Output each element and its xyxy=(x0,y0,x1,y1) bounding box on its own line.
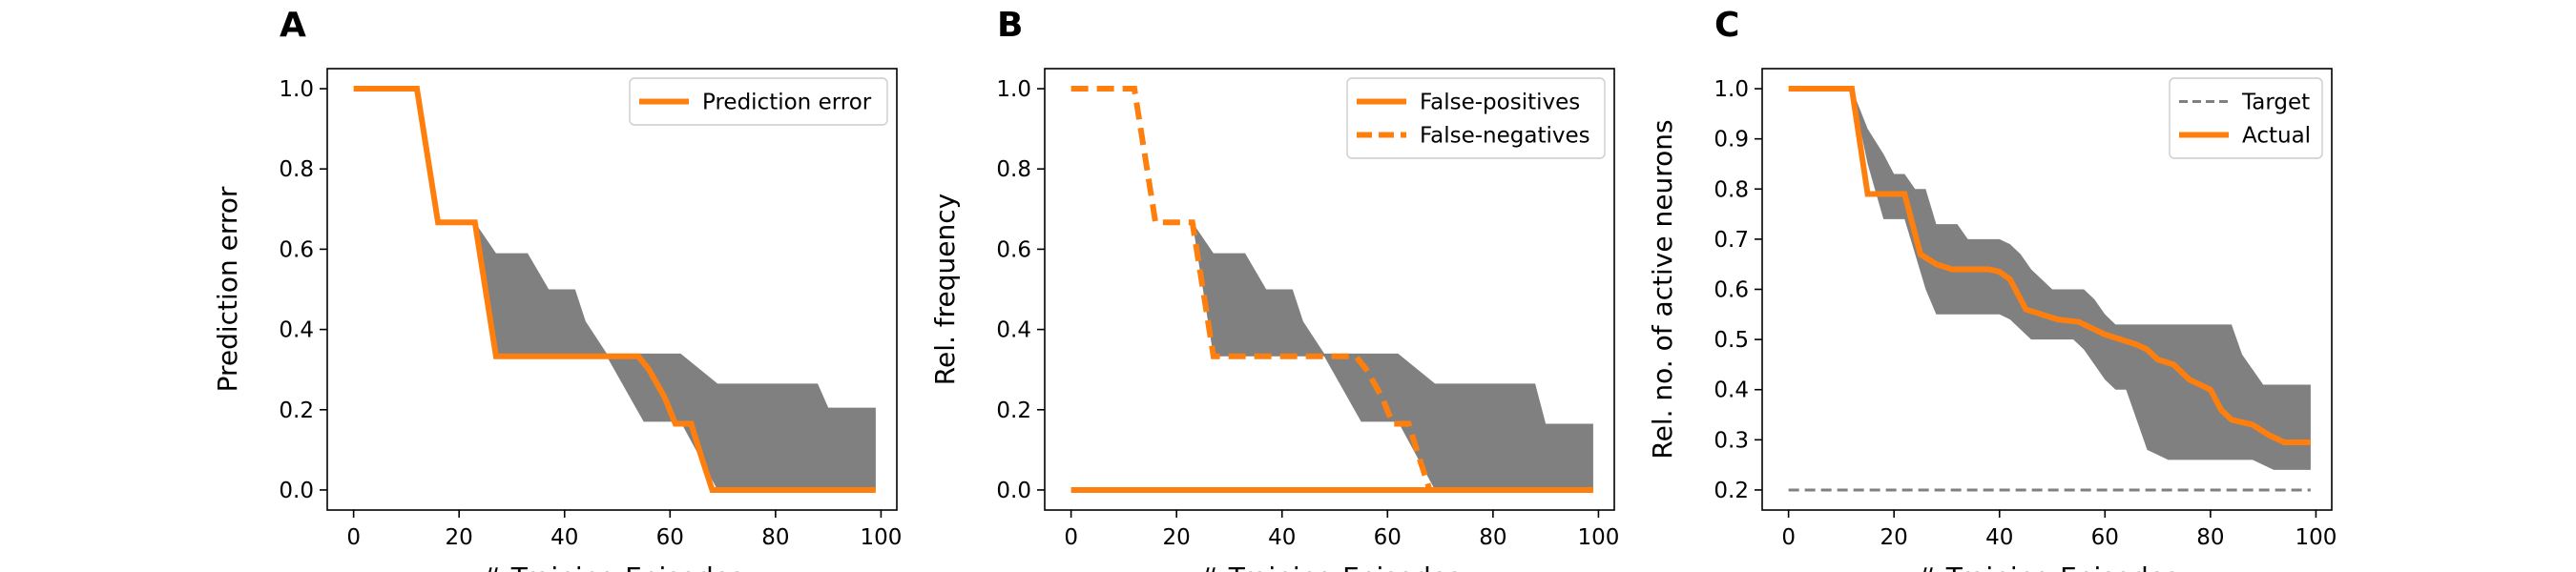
legend-box xyxy=(629,77,888,126)
plot-area xyxy=(353,86,876,493)
y-axis-label: Rel. no. of active neurons xyxy=(1647,119,1678,459)
x-tick-label: 100 xyxy=(860,525,902,550)
legend-entry-label: Target xyxy=(2241,91,2310,115)
x-tick-label: 0 xyxy=(1781,525,1796,550)
x-tick-label: 20 xyxy=(446,525,473,550)
series-line-actual xyxy=(1788,86,2311,445)
x-tick-label: 60 xyxy=(2091,525,2119,550)
panel-letter: B xyxy=(997,6,1023,45)
y-tick-label: 0.0 xyxy=(996,479,1031,503)
legend-entry-label: Prediction error xyxy=(702,91,872,115)
axes-frame xyxy=(1044,68,1615,511)
plot-area xyxy=(1070,86,1593,493)
series-line-prediction-error xyxy=(353,86,876,493)
x-tick-label: 80 xyxy=(1479,525,1506,550)
x-tick-label: 80 xyxy=(2196,525,2224,550)
panel-b: B 0 20 40 60 80 100 0.0 0.2 0.4 0.6 0.8 1.0 # Trainin… xyxy=(929,6,1619,572)
panel-c: C 0 20 40 60 80 100 0.2 0.3 0.4 0.5 0.6 0.7 0.8 0.9 1.0… xyxy=(1647,6,2337,572)
y-tick-label: 0.8 xyxy=(279,157,314,182)
x-tick-label: 20 xyxy=(1163,525,1191,550)
panel-letter: A xyxy=(280,6,306,45)
y-tick-label: 0.4 xyxy=(1714,378,1749,403)
legend: Prediction error xyxy=(629,77,888,126)
y-tick-label: 0.2 xyxy=(1714,479,1749,503)
legend-box xyxy=(2169,77,2323,159)
x-tick-label: 40 xyxy=(1268,525,1296,550)
y-tick-label: 0.6 xyxy=(279,237,314,262)
y-tick-label: 0.3 xyxy=(1714,428,1749,453)
y-tick-label: 0.6 xyxy=(1714,278,1749,303)
legend-box xyxy=(1346,77,1606,159)
x-tick-label: 100 xyxy=(1577,525,1619,550)
x-tick-label: 40 xyxy=(551,525,578,550)
x-axis-label: # Training Episodes xyxy=(480,562,743,572)
y-tick-label: 1.0 xyxy=(1714,77,1749,102)
panel-a: A 0 20 40 60 80 100 0.0 0.2 0.4 0.6 0.8 1.0 # Trainin… xyxy=(212,6,902,572)
std-band xyxy=(353,89,876,490)
y-tick-label: 0.4 xyxy=(279,318,314,343)
series-line-false-negatives xyxy=(1070,86,1593,493)
y-tick-label: 0.6 xyxy=(996,237,1031,262)
x-axis-label: # Training Episodes xyxy=(1915,562,2178,572)
x-tick-label: 60 xyxy=(656,525,684,550)
x-axis-label: # Training Episodes xyxy=(1197,562,1461,572)
y-tick-label: 0.2 xyxy=(279,398,314,423)
legend-entry-label: False-positives xyxy=(1420,91,1580,115)
y-tick-label: 0.4 xyxy=(996,318,1031,343)
x-tick-label: 0 xyxy=(346,525,361,550)
y-axis-label: Prediction error xyxy=(212,186,243,392)
y-tick-label: 0.2 xyxy=(996,398,1031,423)
legend: Target Actual xyxy=(2169,77,2323,159)
axes-frame xyxy=(326,68,898,511)
plot-area xyxy=(1788,86,2311,492)
y-tick-label: 0.7 xyxy=(1714,228,1749,253)
y-tick-label: 1.0 xyxy=(279,77,314,102)
x-tick-label: 80 xyxy=(761,525,789,550)
legend-entry-label: False-negatives xyxy=(1420,124,1590,149)
y-tick-label: 0.8 xyxy=(1714,177,1749,202)
y-tick-label: 0.9 xyxy=(1714,128,1749,153)
std-band xyxy=(1070,89,1593,490)
y-tick-label: 1.0 xyxy=(996,77,1031,102)
x-tick-label: 100 xyxy=(2295,525,2337,550)
x-tick-label: 0 xyxy=(1064,525,1078,550)
y-tick-label: 0.0 xyxy=(279,479,314,503)
y-tick-label: 0.5 xyxy=(1714,328,1749,353)
x-tick-label: 20 xyxy=(1880,525,1908,550)
legend: False-positives False-negatives xyxy=(1346,77,1606,159)
panel-letter: C xyxy=(1714,6,1739,45)
x-tick-label: 60 xyxy=(1374,525,1402,550)
y-axis-label: Rel. frequency xyxy=(929,194,961,385)
x-tick-label: 40 xyxy=(1985,525,2013,550)
legend-entry-label: Actual xyxy=(2242,124,2311,149)
y-tick-label: 0.8 xyxy=(996,157,1031,182)
